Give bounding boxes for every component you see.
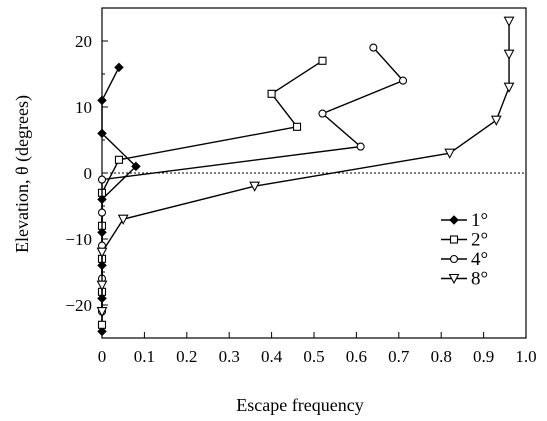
data-point [97, 128, 107, 139]
series-2 [97, 56, 327, 329]
y-tick-label: −20 [65, 296, 92, 315]
series-4 [96, 16, 515, 318]
x-tick-label: 0.1 [134, 347, 155, 366]
data-point [503, 82, 515, 93]
data-point [96, 280, 108, 291]
x-axis-title: Escape frequency [236, 395, 363, 415]
legend-label: 8° [471, 269, 488, 290]
legend-label: 4° [471, 249, 488, 270]
legend: 1°2°4°8° [441, 210, 488, 290]
data-point [97, 326, 107, 337]
data-point [97, 95, 107, 106]
legend-label: 1° [471, 210, 488, 231]
legend-marker [449, 254, 459, 264]
data-point [369, 43, 378, 52]
legend-marker [449, 235, 459, 244]
legend-marker [448, 273, 460, 285]
x-tick-label: 0.8 [431, 347, 452, 366]
x-tick-label: 1.0 [515, 347, 536, 366]
data-point [96, 307, 108, 318]
data-point [117, 214, 129, 225]
x-axis-ticks: 0 0.1 0.2 0.3 0.4 0.5 0.6 0.7 0.8 0.9 1.0 [98, 332, 537, 366]
data-point [444, 148, 456, 159]
x-tick-label: 0.6 [346, 347, 367, 366]
x-tick-label: 0.2 [176, 347, 197, 366]
data-point [503, 16, 515, 27]
legend-entry: 1° [441, 210, 488, 231]
y-axis-ticks: −20 −10 0 10 20 [65, 7, 108, 339]
series-line [101, 47, 405, 312]
legend-label: 2° [471, 230, 488, 251]
series-3 [97, 43, 408, 316]
data-point [267, 89, 276, 98]
legend-entry: 2° [441, 230, 488, 251]
data-point [398, 76, 408, 85]
data-point [356, 142, 365, 151]
data-point [249, 181, 261, 192]
x-tick-label: 0.7 [388, 347, 410, 366]
data-point [318, 109, 327, 118]
series-layer [96, 16, 515, 337]
x-tick-label: 0.5 [303, 347, 324, 366]
data-point [292, 122, 302, 131]
y-axis-title: Elevation, θ (degrees) [12, 95, 33, 253]
legend-marker [449, 215, 459, 225]
y-tick-label: −10 [65, 230, 92, 249]
data-point [97, 320, 107, 329]
series-line [101, 21, 510, 312]
x-tick-label: 0.3 [219, 347, 240, 366]
x-tick-label: 0.9 [473, 347, 494, 366]
data-point [114, 155, 124, 164]
data-point [490, 115, 502, 126]
data-point [131, 161, 141, 172]
x-tick-label: 0 [98, 347, 107, 366]
data-point [114, 62, 124, 73]
y-tick-label: 20 [75, 32, 92, 51]
x-tick-label: 0.4 [261, 347, 283, 366]
series-line [101, 60, 323, 325]
data-point [96, 247, 108, 258]
y-tick-label: 10 [75, 98, 92, 117]
legend-entry: 4° [441, 249, 488, 270]
data-point [97, 208, 107, 217]
data-point [97, 175, 107, 184]
legend-entry: 8° [441, 269, 488, 290]
data-point [503, 49, 515, 60]
y-tick-label: 0 [84, 164, 93, 183]
data-point [318, 56, 327, 65]
